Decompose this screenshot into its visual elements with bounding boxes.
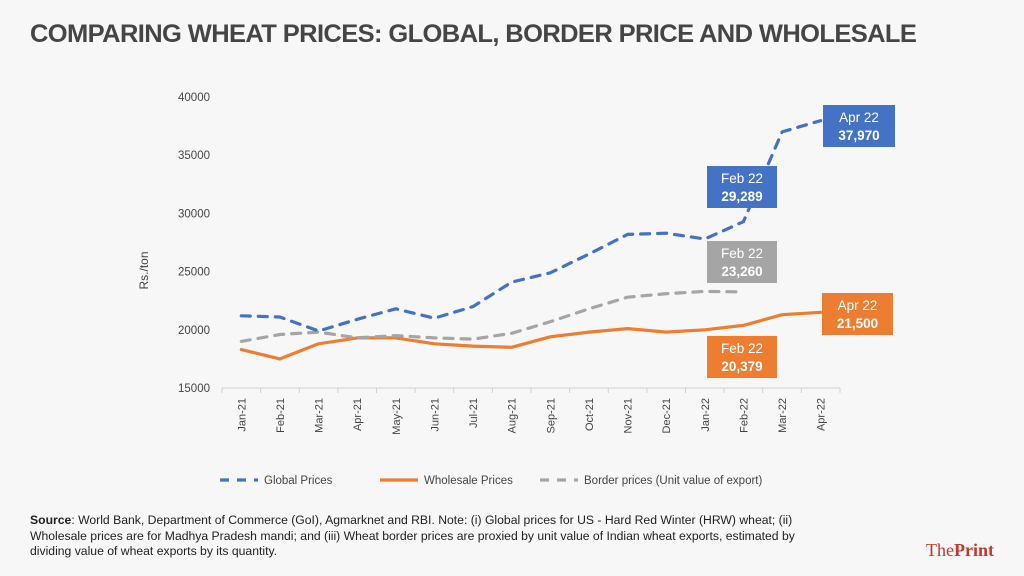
x-tick-label: May-21 <box>391 398 403 435</box>
y-tick-label: 30000 <box>178 208 210 220</box>
x-tick-label: Feb-21 <box>275 398 287 433</box>
y-tick-label: 40000 <box>178 92 210 104</box>
series-line-global-prices <box>239 119 823 333</box>
annotation-box <box>707 336 777 378</box>
x-tick-label: Dec-21 <box>661 398 673 433</box>
y-tick-label: 35000 <box>178 150 210 162</box>
y-tick-label: 15000 <box>178 383 210 395</box>
annotation-date: Apr 22 <box>839 110 879 125</box>
annotation-box <box>822 293 893 335</box>
source-note: Source: World Bank, Department of Commer… <box>30 513 820 560</box>
annotation-value: 37,970 <box>838 128 879 143</box>
annotation-date: Feb 22 <box>721 171 763 186</box>
x-tick-label: Apr-21 <box>352 398 364 431</box>
annotation-value: 21,500 <box>837 316 878 331</box>
y-axis-label: Rs./ton <box>137 251 151 289</box>
annotation-value: 23,260 <box>721 264 762 279</box>
annotation-date: Apr 22 <box>838 298 878 313</box>
x-tick-label: Mar-22 <box>777 398 789 433</box>
x-tick-label: Jun-21 <box>429 398 441 432</box>
brand-logo: ThePrint <box>926 540 994 561</box>
x-tick-label: Aug-21 <box>507 398 519 433</box>
legend-label: Global Prices <box>264 475 333 487</box>
annotation-box <box>707 166 777 208</box>
chart-title: COMPARING WHEAT PRICES: GLOBAL, BORDER P… <box>30 20 917 48</box>
annotation-value: 20,379 <box>721 359 762 374</box>
x-tick-label: Sep-21 <box>545 398 557 433</box>
series-line-wholesale-prices <box>239 310 823 361</box>
x-tick-label: Jul-21 <box>468 398 480 428</box>
legend-label: Wholesale Prices <box>424 475 513 487</box>
y-tick-label: 20000 <box>178 325 210 337</box>
annotation-date: Feb 22 <box>721 341 763 356</box>
annotation-date: Feb 22 <box>721 246 763 261</box>
annotation-value: 29,289 <box>721 189 762 204</box>
x-tick-label: Oct-21 <box>584 398 596 431</box>
brand-part2: Print <box>953 540 994 560</box>
series-line-border-prices-unit-value-of-export <box>239 289 745 343</box>
x-tick-label: Mar-21 <box>314 398 326 433</box>
x-tick-label: Jan-22 <box>700 398 712 432</box>
legend-label: Border prices (Unit value of export) <box>584 475 762 487</box>
x-tick-label: Jan-21 <box>236 398 248 432</box>
brand-part1: The <box>926 540 954 560</box>
annotation-box <box>707 241 777 283</box>
y-tick-label: 25000 <box>178 267 210 279</box>
x-tick-label: Feb-22 <box>738 398 750 433</box>
x-tick-label: Nov-21 <box>623 398 635 433</box>
source-text: : World Bank, Department of Commerce (Go… <box>30 513 795 558</box>
x-tick-label: Apr-22 <box>816 398 828 431</box>
source-label: Source <box>30 513 72 527</box>
annotation-box <box>823 105 895 147</box>
